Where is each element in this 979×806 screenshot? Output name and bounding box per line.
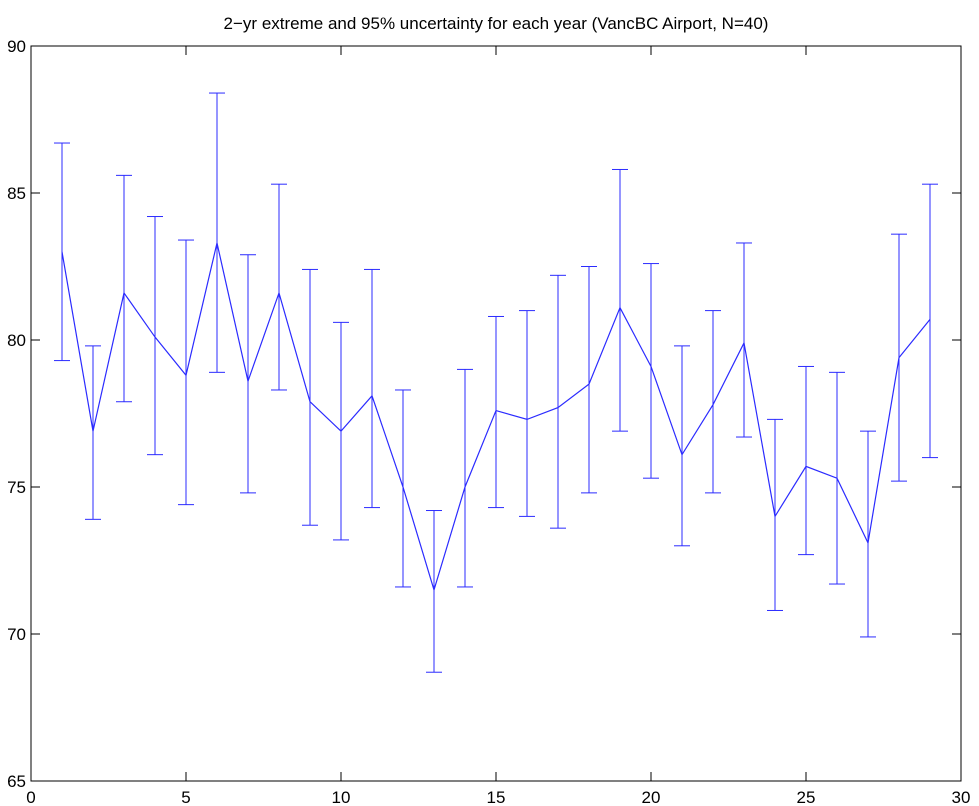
series-line: [61, 242, 931, 592]
x-tick-label: 10: [332, 788, 351, 806]
errorbar: [643, 263, 659, 479]
errorbar: [922, 183, 938, 459]
errorbar: [860, 430, 876, 638]
errorbar: [209, 92, 225, 373]
y-tick-label: 90: [7, 37, 26, 56]
x-tick-label: 30: [952, 788, 971, 806]
errorbar: [364, 268, 380, 509]
errorbar: [147, 216, 163, 456]
errorbar: [457, 368, 473, 588]
errorbar: [271, 183, 287, 391]
errorbar: [550, 274, 566, 529]
x-tick-label: 25: [797, 788, 816, 806]
errorbar: [705, 310, 721, 494]
errorbar: [674, 345, 690, 547]
y-tick-label: 70: [7, 625, 26, 644]
y-tick-label: 65: [7, 772, 26, 791]
errorbar: [116, 174, 132, 403]
x-tick-label: 0: [26, 788, 35, 806]
errorbar: [736, 242, 752, 438]
errorbar: [798, 365, 814, 556]
y-tick-label: 85: [7, 184, 26, 203]
x-tick-label: 20: [642, 788, 661, 806]
errorbar: [178, 239, 194, 506]
errorbar: [85, 345, 101, 520]
axes: 0 5 10 15 20 25 30 65 70 75 80 85 90: [7, 37, 970, 806]
errorbars: [54, 92, 938, 673]
errorbar: [54, 142, 70, 362]
x-tick-label: 5: [181, 788, 190, 806]
y-tick-label: 80: [7, 331, 26, 350]
errorbar: [612, 168, 628, 432]
errorbar: [302, 268, 318, 526]
errorbar: [519, 310, 535, 517]
errorbar: [581, 266, 597, 494]
x-tick-label: 15: [487, 788, 506, 806]
chart-title: 2−yr extreme and 95% uncertainty for eac…: [224, 14, 769, 33]
errorbar: [240, 254, 256, 494]
y-tick-label: 75: [7, 478, 26, 497]
